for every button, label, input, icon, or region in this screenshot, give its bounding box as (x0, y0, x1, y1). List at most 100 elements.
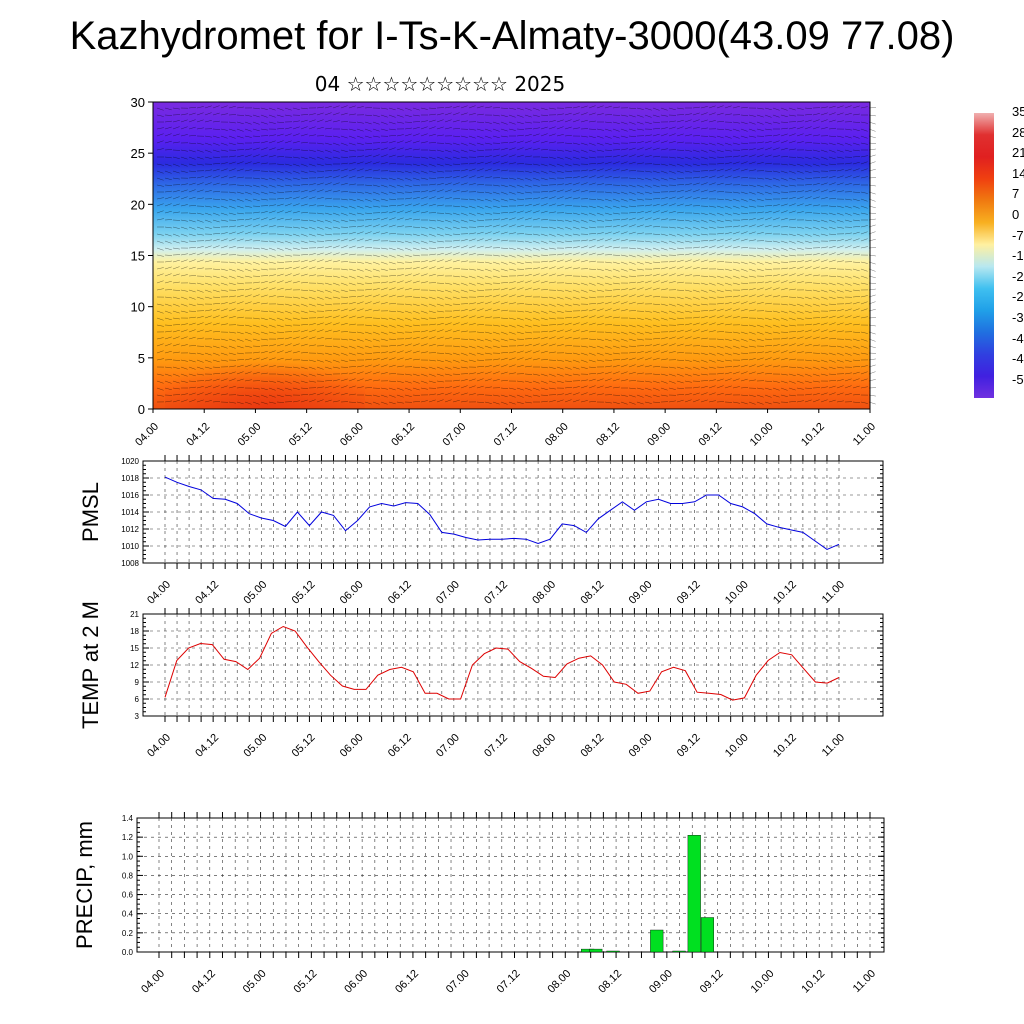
wind-barb (700, 289, 708, 293)
wind-barb (492, 401, 500, 405)
wind-barb (172, 107, 180, 110)
wind-barb (180, 399, 188, 403)
wind-barb (652, 287, 660, 291)
wind-barb (532, 310, 540, 314)
wind-barb (212, 182, 220, 186)
wind-barb (300, 119, 308, 123)
wind-barb (204, 169, 212, 172)
wind-barb (724, 175, 732, 179)
wind-barb (324, 212, 332, 216)
wind-barb (668, 366, 676, 369)
wind-barbs (156, 105, 877, 405)
wind-barb (564, 310, 573, 312)
wind-barb (668, 156, 676, 159)
wind-barb (476, 301, 484, 305)
wind-barb (220, 232, 228, 235)
wind-barb (444, 149, 452, 153)
wind-barb (660, 170, 668, 174)
wind-barb (332, 282, 340, 286)
wind-barb (492, 294, 500, 298)
wind-barb (332, 245, 340, 249)
wind-barb (340, 112, 348, 116)
wind-barb (676, 336, 684, 340)
wind-barb (300, 240, 308, 244)
wind-barb (764, 240, 773, 242)
wind-barb (764, 287, 772, 291)
wind-barb (788, 210, 796, 214)
wind-barb (292, 120, 300, 123)
wind-barb (564, 240, 573, 243)
wind-barb (676, 254, 685, 256)
wind-barb (196, 127, 204, 130)
wind-barb (348, 162, 356, 165)
wind-barb (236, 268, 244, 272)
wind-barb (172, 373, 180, 377)
wind-barb (604, 365, 612, 368)
wind-barb (364, 121, 372, 125)
wind-barb (268, 204, 276, 207)
wind-barb (516, 344, 524, 347)
wind-barb (156, 387, 164, 391)
wind-barb (316, 267, 324, 270)
wind-barb (260, 372, 268, 375)
wind-barb (340, 245, 348, 249)
wind-barb (812, 296, 820, 300)
wind-barb (764, 401, 772, 405)
wind-barb (460, 112, 468, 116)
wind-barb (268, 274, 276, 277)
wind-barb (812, 274, 820, 277)
wind-barb (804, 296, 812, 300)
wind-barb (588, 128, 597, 130)
wind-barb (620, 239, 628, 242)
wind-barb (716, 182, 724, 186)
wind-barb (676, 196, 684, 200)
wind-barb (564, 252, 572, 256)
wind-barb (428, 247, 437, 249)
wind-barb (308, 226, 316, 230)
wind-barb (732, 238, 740, 242)
wind-barb (540, 133, 548, 137)
wind-barb (444, 373, 452, 376)
wind-barb (820, 226, 828, 230)
wind-barb (756, 294, 764, 298)
wind-barb (300, 266, 308, 270)
wind-barb (316, 197, 324, 200)
wind-barb (628, 371, 636, 375)
wind-barb (324, 252, 332, 256)
colorbar-label: -1 (1012, 248, 1024, 264)
wind-barb (644, 147, 652, 151)
wind-barb (308, 373, 316, 377)
wind-barb (660, 387, 668, 391)
wind-barb (756, 128, 764, 131)
wind-barb (500, 231, 508, 235)
wind-barb (284, 127, 292, 130)
wind-barb (740, 282, 749, 285)
wind-barb (604, 149, 613, 151)
wind-barb (284, 317, 292, 321)
wind-barb (804, 303, 812, 307)
wind-barb (684, 344, 692, 347)
wind-barb (804, 359, 812, 362)
wind-barb (836, 359, 844, 363)
wind-barb (572, 197, 580, 200)
wind-barb (564, 380, 573, 382)
wind-barb (556, 336, 564, 340)
wind-barb (380, 317, 388, 320)
wind-barb (716, 261, 725, 263)
wind-barb (756, 338, 764, 341)
wind-barb (652, 210, 660, 214)
wind-barb (508, 211, 516, 214)
wind-barb (364, 261, 372, 265)
wind-barb (428, 142, 437, 144)
wind-barb (324, 197, 332, 200)
wind-barb (396, 247, 404, 251)
wind-barb (604, 198, 612, 202)
wind-barb (396, 155, 404, 158)
wind-barb (388, 280, 396, 284)
wind-barb (484, 128, 492, 132)
wind-barb (412, 114, 420, 117)
wind-barb (556, 189, 564, 193)
wind-barb (164, 373, 172, 377)
wind-barb (540, 324, 549, 326)
wind-barb (564, 112, 572, 116)
